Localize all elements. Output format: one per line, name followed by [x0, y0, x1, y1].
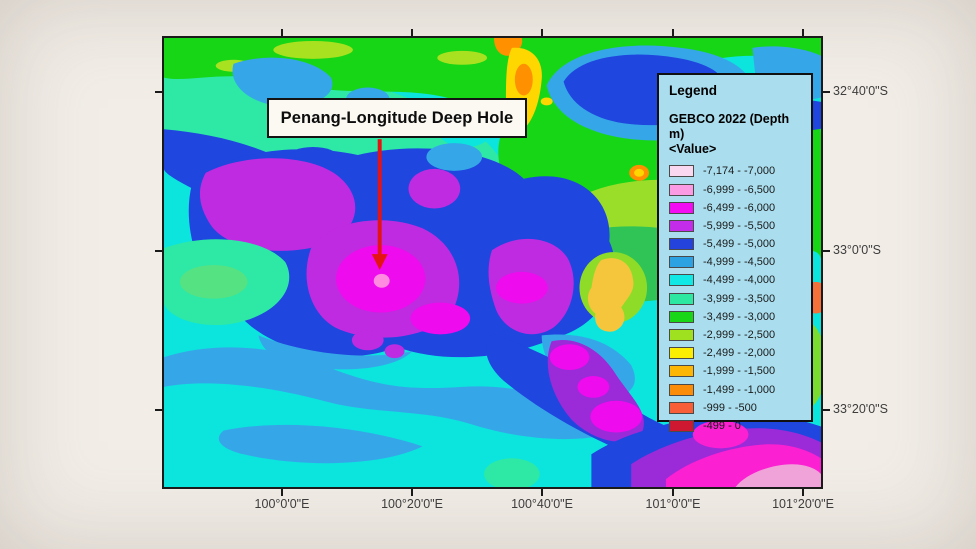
legend-entry-label: -1,999 - -1,500 [703, 365, 776, 378]
y-axis-tick [823, 409, 830, 411]
x-axis-tick-label: 100°40'0"E [511, 497, 573, 511]
legend-swatch [669, 310, 694, 323]
legend-swatch [669, 256, 694, 269]
legend-swatch [669, 219, 694, 232]
x-axis-tick [281, 489, 283, 496]
legend-entry: -3,499 - -3,000 [669, 308, 801, 326]
legend-swatch [669, 347, 694, 360]
legend-swatch [669, 183, 694, 196]
x-axis-tick [672, 29, 674, 36]
y-axis-tick [155, 250, 162, 252]
x-axis-tick [802, 29, 804, 36]
legend-entry-label: -2,499 - -2,000 [703, 347, 776, 360]
x-axis-tick-label: 101°0'0"E [645, 497, 701, 511]
legend-title: Legend [669, 83, 718, 98]
x-axis-tick-label: 101°20'0"E [772, 497, 834, 511]
legend-swatch [669, 383, 694, 396]
legend-entry-label: -4,499 - -4,000 [703, 274, 776, 287]
legend-swatch [669, 401, 694, 414]
legend-entry: -5,499 - -5,000 [669, 235, 801, 253]
legend-entry: -1,999 - -1,500 [669, 362, 801, 380]
legend-entry-label: -3,999 - -3,500 [703, 292, 776, 305]
legend-entry: -4,499 - -4,000 [669, 271, 801, 289]
legend-entry: -2,499 - -2,000 [669, 344, 801, 362]
legend-swatch [669, 292, 694, 305]
x-axis-tick [802, 489, 804, 496]
y-axis-tick [823, 250, 830, 252]
leader-arrow [371, 139, 388, 270]
legend-swatch [669, 165, 694, 178]
legend-entry: -1,499 - -1,000 [669, 381, 801, 399]
legend-entry: -4,999 - -4,500 [669, 253, 801, 271]
legend-entry: -3,999 - -3,500 [669, 290, 801, 308]
x-axis-tick [672, 489, 674, 496]
deep-hole-marker [373, 273, 390, 288]
legend-swatch [669, 274, 694, 287]
legend-entry-label: -1,499 - -1,000 [703, 383, 776, 396]
legend-swatch [669, 329, 694, 342]
x-axis-tick [281, 29, 283, 36]
legend-entry-label: -3,499 - -3,000 [703, 310, 776, 323]
legend-entry: -499 - 0 [669, 417, 801, 435]
x-axis-tick [411, 29, 413, 36]
y-axis-tick [823, 91, 830, 93]
legend-layer-name: GEBCO 2022 (Depth m) [669, 112, 790, 141]
legend-entry-label: -6,499 - -6,000 [703, 201, 776, 214]
legend-entry-label: -999 - -500 [703, 401, 757, 414]
legend-entry-label: -4,999 - -4,500 [703, 256, 776, 269]
legend-swatch [669, 201, 694, 214]
annotation-callout: Penang-Longitude Deep Hole [267, 98, 527, 138]
x-axis-tick [411, 489, 413, 496]
legend-entry-label: -6,999 - -6,500 [703, 183, 776, 196]
x-axis-tick-label: 100°0'0"E [254, 497, 310, 511]
legend-panel: Legend GEBCO 2022 (Depth m) <Value> -7,1… [657, 73, 813, 432]
legend-entry: -6,999 - -6,500 [669, 180, 801, 198]
legend-entries: -7,174 - -7,000 -6,999 - -6,500 -6,499 - -… [669, 162, 801, 435]
y-axis-tick [155, 91, 162, 93]
y-axis-tick-label: 33°0'0"S [833, 243, 881, 257]
legend-entry-label: -499 - 0 [703, 419, 741, 432]
legend-entry-label: -7,174 - -7,000 [703, 165, 776, 178]
legend-entry-label: -5,499 - -5,000 [703, 238, 776, 251]
legend-entry: -999 - -500 [669, 399, 801, 417]
legend-swatch [669, 365, 694, 378]
y-axis-tick [155, 409, 162, 411]
x-axis-tick-label: 100°20'0"E [381, 497, 443, 511]
legend-value-label: <Value> [669, 141, 717, 156]
legend-swatch [669, 419, 694, 432]
legend-entry-label: -5,999 - -5,500 [703, 219, 776, 232]
legend-swatch [669, 238, 694, 251]
legend-entry: -7,174 - -7,000 [669, 162, 801, 180]
legend-entry: -6,499 - -6,000 [669, 199, 801, 217]
y-axis-tick-label: 33°20'0"S [833, 402, 888, 416]
annotation-label: Penang-Longitude Deep Hole [280, 108, 514, 127]
y-axis-tick-label: 32°40'0"S [833, 84, 888, 98]
x-axis-tick [541, 489, 543, 496]
legend-entry: -2,999 - -2,500 [669, 326, 801, 344]
x-axis-tick [541, 29, 543, 36]
legend-entry: -5,999 - -5,500 [669, 217, 801, 235]
legend-entry-label: -2,999 - -2,500 [703, 329, 776, 342]
